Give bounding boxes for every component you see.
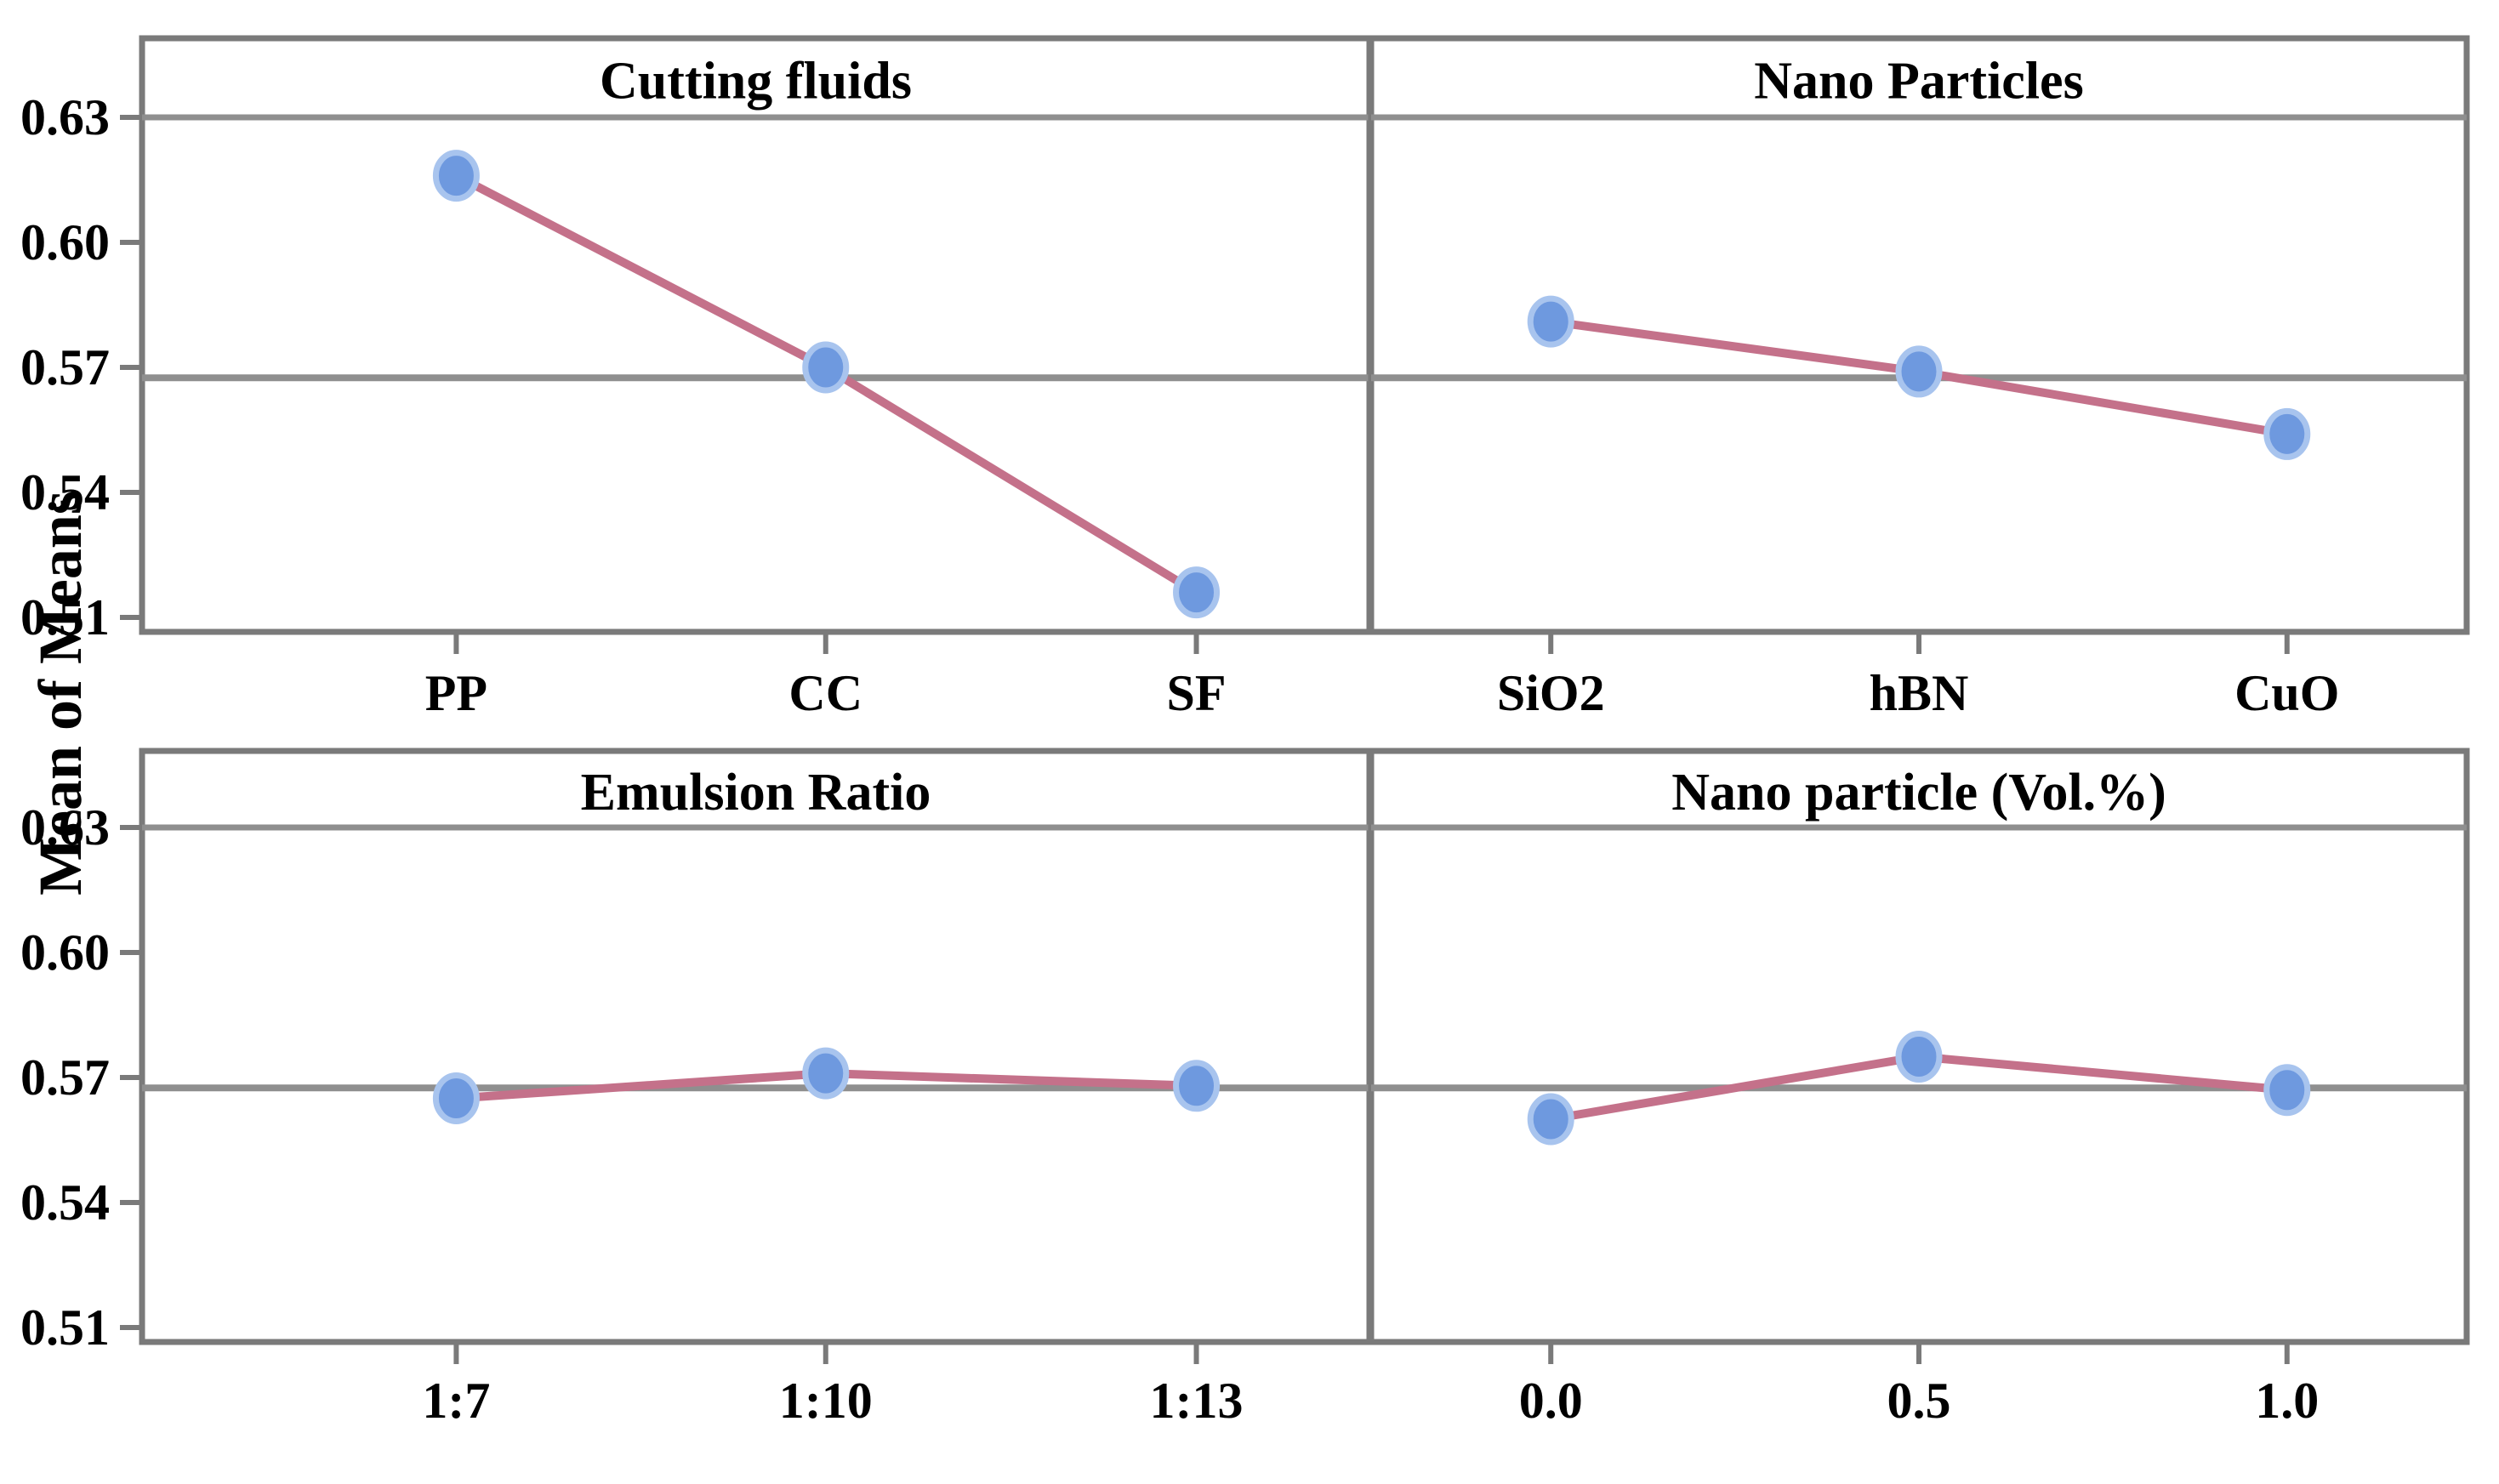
x-tick-label: SF — [1167, 665, 1227, 721]
x-tick-label: 0.5 — [1887, 1373, 1951, 1429]
x-tick-label: 1.0 — [2255, 1373, 2319, 1429]
x-tick-label: 1:7 — [422, 1373, 490, 1429]
data-point-pp — [432, 150, 480, 202]
panel-nano-particle-vol: Nano particle (Vol.%) 0.0 0.5 1.0 — [1368, 748, 2470, 1429]
panel-emulsion-ratio: Emulsion Ratio 1:7 1:10 1:13 0.63 0.60 0.57 0.5… — [20, 748, 1373, 1429]
data-point-0-5 — [1895, 1031, 1943, 1083]
data-point-cuo — [2263, 407, 2311, 460]
data-point-sf — [1173, 566, 1221, 619]
x-tick-label: 1:10 — [779, 1373, 873, 1429]
data-point-1-13 — [1173, 1060, 1221, 1112]
y-tick-label: 0.51 — [20, 1299, 110, 1356]
x-tick-label: 1:13 — [1150, 1373, 1244, 1429]
x-tick-label: SiO2 — [1497, 665, 1605, 721]
y-tick-label: 0.54 — [20, 464, 110, 520]
panel-title: Cutting fluids — [600, 53, 912, 111]
y-tick-label: 0.57 — [20, 1049, 110, 1106]
y-tick-label: 0.60 — [20, 214, 110, 270]
panel-cutting-fluids: Cutting fluids PP CC SF 0.63 0.60 0.57 0.54 0.51 — [20, 35, 1373, 721]
x-tick-label: CC — [788, 665, 862, 721]
panel-title: Nano Particles — [1754, 53, 2083, 111]
y-tick-label: 0.57 — [20, 339, 110, 395]
panel-border — [139, 748, 1373, 1345]
y-tick-label: 0.63 — [20, 799, 110, 856]
x-tick-label: hBN — [1870, 665, 1969, 721]
data-point-1-0 — [2263, 1064, 2311, 1117]
panel-title: Emulsion Ratio — [581, 764, 931, 822]
y-tick-label: 0.60 — [20, 924, 110, 981]
y-axis-title: Mean of Means — [26, 491, 94, 896]
y-tick-label: 0.51 — [20, 589, 110, 645]
x-tick-label: CuO — [2234, 665, 2339, 721]
data-point-0-0 — [1527, 1093, 1574, 1146]
y-tick-label: 0.54 — [20, 1174, 110, 1231]
data-point-1-7 — [432, 1072, 480, 1124]
y-tick-label: 0.63 — [20, 89, 110, 145]
x-tick-label: PP — [425, 665, 487, 721]
data-point-sio2 — [1527, 295, 1574, 348]
panel-nano-particles: Nano Particles SiO2 hBN CuO — [1368, 35, 2470, 721]
data-point-1-10 — [802, 1047, 850, 1100]
x-tick-label: 0.0 — [1519, 1373, 1583, 1429]
panel-title: Nano particle (Vol.%) — [1671, 764, 2166, 822]
data-point-cc — [802, 341, 850, 394]
data-point-hbn — [1895, 345, 1943, 398]
